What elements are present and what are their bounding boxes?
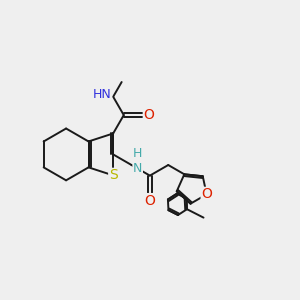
Text: O: O	[143, 108, 154, 122]
Text: H
N: H N	[133, 148, 142, 176]
Text: O: O	[144, 194, 155, 208]
Text: O: O	[201, 188, 212, 201]
Text: HN: HN	[93, 88, 112, 101]
Text: S: S	[109, 168, 118, 182]
